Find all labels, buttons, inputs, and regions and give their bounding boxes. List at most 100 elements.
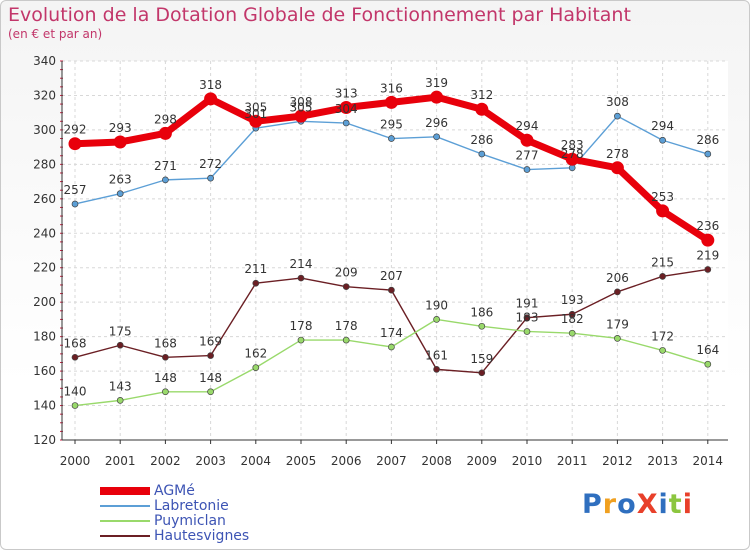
- legend-label-puymiclan: Puymiclan: [154, 513, 226, 529]
- data-point: [704, 150, 712, 158]
- y-tick-label: 300: [33, 123, 56, 137]
- x-tick-label: 2005: [286, 454, 317, 468]
- data-label: 219: [696, 248, 719, 262]
- data-point: [478, 150, 486, 158]
- legend-label-hautesvignes: Hautesvignes: [154, 528, 250, 544]
- data-point: [614, 288, 621, 296]
- data-point: [207, 174, 214, 182]
- data-label: 168: [64, 336, 87, 350]
- data-label: 169: [199, 335, 222, 349]
- data-point: [523, 328, 531, 335]
- y-tick-label: 320: [33, 88, 56, 102]
- legend-item-puymiclan: Puymiclan: [100, 513, 360, 529]
- data-point: [162, 176, 169, 184]
- data-point: [68, 137, 82, 151]
- logo-letter: r: [602, 489, 618, 520]
- y-tick-label: 140: [33, 399, 56, 413]
- data-point: [158, 126, 172, 140]
- data-point: [71, 200, 79, 208]
- data-point: [388, 343, 395, 351]
- data-label: 304: [335, 102, 358, 116]
- data-label: 286: [470, 133, 493, 147]
- data-label: 168: [154, 336, 177, 350]
- data-point: [71, 402, 79, 409]
- logo-letter: i: [682, 489, 693, 520]
- y-tick-label: 200: [33, 295, 56, 309]
- data-label: 148: [199, 371, 222, 385]
- data-point: [704, 360, 712, 368]
- data-label: 257: [64, 183, 87, 197]
- data-label: 183: [516, 310, 539, 324]
- data-point: [204, 92, 218, 106]
- data-label: 293: [109, 121, 132, 135]
- data-point: [339, 101, 353, 115]
- x-tick-label: 2010: [512, 454, 543, 468]
- legend-item-labretonie: Labretonie: [100, 498, 360, 514]
- x-tick-label: 2001: [105, 454, 136, 468]
- logo-letter: t: [668, 489, 683, 520]
- data-label: 174: [380, 326, 403, 340]
- chart-title: Evolution de la Dotation Globale de Fonc…: [8, 4, 631, 26]
- data-point: [162, 353, 169, 361]
- data-label: 193: [561, 293, 584, 307]
- data-label: 283: [561, 138, 584, 152]
- data-point: [207, 352, 214, 359]
- data-point: [207, 388, 214, 396]
- y-tick-label: 120: [33, 433, 56, 447]
- data-label: 207: [380, 269, 403, 283]
- data-point: [565, 152, 579, 166]
- legend-swatch-labretonie: [100, 505, 150, 507]
- data-point: [433, 133, 440, 141]
- x-tick-label: 2000: [60, 454, 91, 468]
- data-point: [116, 341, 124, 349]
- data-label: 162: [244, 347, 267, 361]
- data-point: [568, 329, 576, 337]
- logo-letter: X: [636, 489, 659, 520]
- data-label: 178: [290, 319, 313, 333]
- data-label: 159: [470, 352, 493, 366]
- y-tick-label: 260: [33, 192, 56, 206]
- data-label: 286: [696, 133, 719, 147]
- data-point: [430, 90, 444, 104]
- data-label: 272: [199, 157, 222, 171]
- x-tick-label: 2012: [602, 454, 633, 468]
- data-label: 318: [199, 78, 222, 92]
- data-point: [568, 310, 576, 318]
- x-tick-label: 2004: [241, 454, 272, 468]
- y-tick-label: 160: [33, 364, 56, 378]
- data-label: 186: [470, 305, 493, 319]
- data-label: 277: [516, 149, 539, 163]
- data-point: [614, 112, 621, 120]
- data-label: 294: [516, 119, 539, 133]
- data-point: [433, 366, 440, 373]
- data-label: 178: [335, 319, 358, 333]
- legend-item-agme: AGMé: [100, 483, 360, 499]
- proxiti-logo: ProXiti: [582, 489, 693, 520]
- data-label: 305: [244, 100, 267, 114]
- legend-label-agme: AGMé: [154, 483, 195, 499]
- x-tick-label: 2013: [647, 454, 678, 468]
- data-point: [388, 135, 395, 142]
- data-point: [252, 279, 260, 287]
- data-label: 172: [651, 329, 674, 343]
- x-tick-label: 2014: [693, 454, 724, 468]
- data-point: [342, 119, 350, 127]
- data-point: [297, 336, 305, 344]
- data-point: [478, 322, 486, 330]
- data-point: [523, 166, 531, 173]
- data-point: [478, 369, 486, 377]
- data-label: 308: [606, 95, 629, 109]
- data-label: 313: [335, 87, 358, 101]
- data-label: 305: [290, 100, 313, 114]
- data-label: 206: [606, 271, 629, 285]
- data-label: 211: [244, 262, 267, 276]
- data-label: 140: [64, 385, 87, 399]
- legend-item-hautesvignes: Hautesvignes: [100, 528, 360, 544]
- data-label: 209: [335, 266, 358, 280]
- logo-letter: P: [582, 489, 603, 520]
- x-tick-label: 2008: [421, 454, 452, 468]
- data-label: 182: [561, 312, 584, 326]
- data-label: 191: [516, 297, 539, 311]
- data-point: [294, 109, 308, 123]
- legend-swatch-hautesvignes: [100, 535, 150, 537]
